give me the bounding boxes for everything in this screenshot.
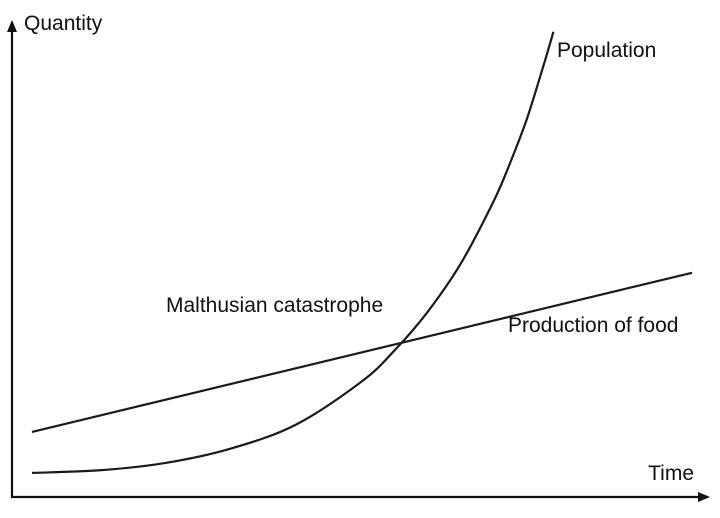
- y-axis-label: Quantity: [24, 12, 103, 35]
- series-line-production-of-food: [31, 271, 693, 433]
- series-label-population: Population: [557, 39, 656, 62]
- series-label-production-of-food: Production of food: [508, 314, 678, 337]
- series-line-population: [31, 31, 555, 474]
- x-axis-label: Time: [648, 462, 694, 485]
- annotation-malthusian-catastrophe: Malthusian catastrophe: [166, 294, 383, 317]
